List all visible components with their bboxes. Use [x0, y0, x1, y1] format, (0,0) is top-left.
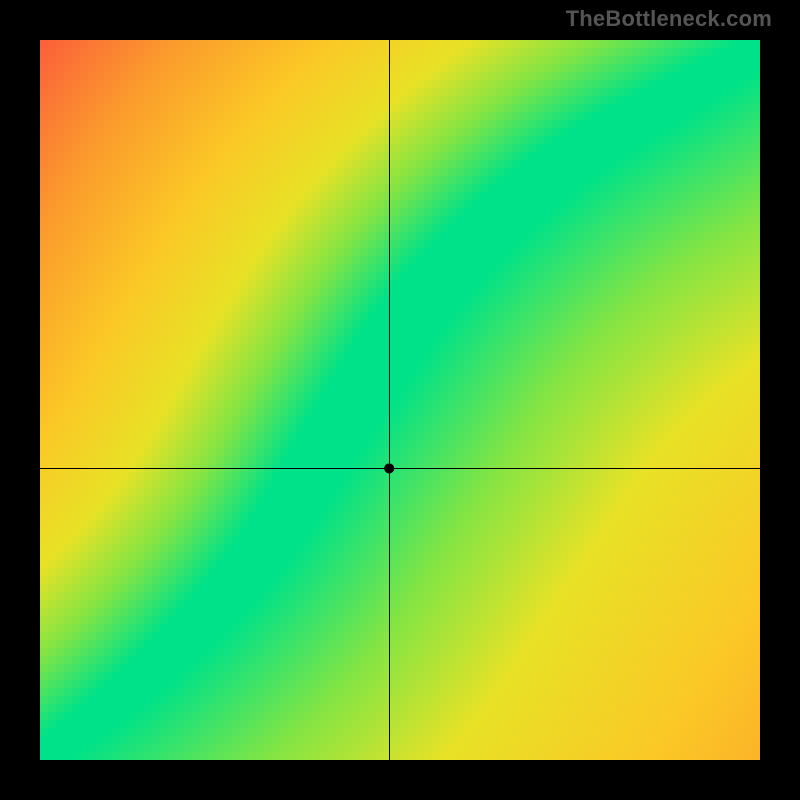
heatmap-canvas [40, 40, 760, 760]
crosshair-vertical [389, 40, 390, 760]
heatmap-plot [40, 40, 760, 760]
crosshair-horizontal [40, 468, 760, 469]
watermark-text: TheBottleneck.com [566, 6, 772, 32]
chart-frame: TheBottleneck.com [0, 0, 800, 800]
